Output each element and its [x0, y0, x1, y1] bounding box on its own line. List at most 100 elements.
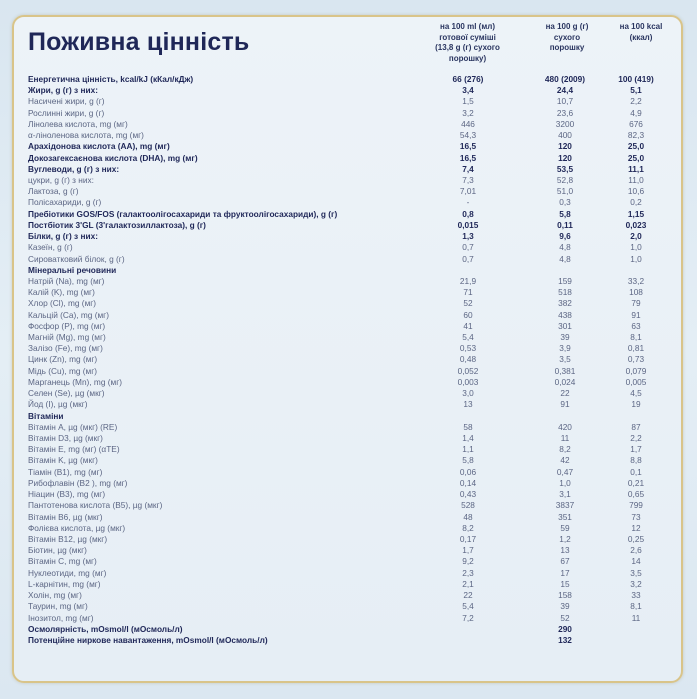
table-row: Докозагексаєнова кислота (DHA), mg (мг) 1…	[28, 153, 668, 164]
row-value-col3: 8,8	[630, 455, 642, 466]
row-value-col2: 290	[558, 623, 572, 634]
table-row: Сироватковий білок, g (г) 0,7 4,8 1,0	[28, 254, 668, 265]
row-value-col1: 5,4	[462, 601, 474, 612]
table-row: Селен (Se), µg (мкг) 3,0 22 4,5	[28, 388, 668, 399]
row-label: Арахідонова кислота (AA), mg (мг)	[28, 141, 170, 152]
row-value-col1: 2,3	[462, 567, 474, 578]
table-row: Біотин, µg (мкг) 1,7 13 2,6	[28, 545, 668, 556]
page-title: Поживна цінність	[28, 28, 250, 56]
table-row: Жири, g (г) з них: 3,4 24,4 5,1	[28, 85, 668, 96]
row-value-col3: 11,1	[628, 163, 644, 174]
row-value-col3: 1,7	[630, 444, 642, 455]
row-value-col3: 1,0	[630, 242, 642, 253]
row-label: Йод (I), µg (мкг)	[28, 399, 88, 410]
row-value-col3: 25,0	[627, 141, 645, 152]
row-value-col3: 91	[631, 309, 641, 320]
row-value-col1: 71	[463, 287, 473, 298]
row-value-col2: 420	[558, 421, 572, 432]
row-value-col1: 0,43	[459, 489, 477, 500]
table-row: Енергетична цінність, kcal/kJ (кКал/кДж)…	[28, 74, 668, 85]
table-row: Фосфор (P), mg (мг) 41 301 63	[28, 321, 668, 332]
table-row: Цинк (Zn), mg (мг) 0,48 3,5 0,73	[28, 354, 668, 365]
row-value-col1: 8,2	[462, 522, 474, 533]
row-label: Вітамін K, µg (мкг)	[28, 455, 98, 466]
row-value-col3: 33	[631, 590, 641, 601]
row-value-col1: 54,3	[459, 130, 477, 141]
row-value-col3: 0,25	[627, 533, 645, 544]
row-value-col2: 4,8	[559, 253, 571, 264]
row-label: Вітамін C, mg (мг)	[28, 556, 97, 567]
row-value-col1: 1,1	[462, 444, 474, 455]
row-value-col2: 480 (2009)	[544, 74, 586, 84]
row-value-col2: 518	[558, 287, 572, 298]
table-row: Потенційне ниркове навантаження, mOsmol/…	[28, 635, 668, 646]
table-row: Насичені жири, g (г) 1,5 10,7 2,2	[28, 96, 668, 107]
row-value-col3: 0,005	[625, 376, 647, 387]
row-label: Вітамін B6, µg (мкг)	[28, 511, 103, 522]
row-label: Пантотенова кислота (B5), µg (мкг)	[28, 500, 163, 511]
row-value-col3: 5,1	[630, 85, 642, 96]
row-label: Рибофлавін (B2 ), mg (мг)	[28, 477, 128, 488]
row-value-col1: 22	[463, 590, 473, 601]
row-value-col2: 0,024	[554, 376, 576, 387]
row-value-col1: 13	[463, 399, 473, 410]
table-row: Ніацин (B3), mg (мг) 0,43 3,1 0,65	[28, 489, 668, 500]
row-label: Холін, mg (мг)	[28, 590, 82, 601]
row-value-col2: 17	[560, 567, 570, 578]
row-value-col2: 301	[558, 320, 572, 331]
row-value-col2: 10,7	[556, 96, 574, 107]
row-value-col2: 120	[558, 141, 572, 152]
row-value-col1: 48	[463, 511, 473, 522]
row-value-col3: 3,5	[630, 567, 642, 578]
row-value-col2: 42	[560, 455, 570, 466]
row-value-col3: 0,65	[627, 489, 645, 500]
table-row: Постбіотик 3'GL (3'галактозиллактоза), g…	[28, 220, 668, 231]
row-label: Постбіотик 3'GL (3'галактозиллактоза), g…	[28, 219, 206, 230]
row-label: Мідь (Cu), mg (мг)	[28, 365, 98, 376]
row-value-col2: 1,0	[559, 477, 571, 488]
row-label: Натрій (Na), mg (мг)	[28, 275, 105, 286]
row-label: L-карнітин, mg (мг)	[28, 578, 101, 589]
row-label: Магній (Mg), mg (мг)	[28, 332, 106, 343]
row-value-col3: 100 (419)	[618, 74, 654, 84]
row-value-col3: 19	[631, 399, 641, 410]
section-header-row: Мінеральні речовини	[28, 265, 668, 276]
row-value-col2: 51,0	[556, 186, 574, 197]
row-value-col2: 5,8	[559, 208, 571, 219]
table-row: Магній (Mg), mg (мг) 5,4 39 8,1	[28, 332, 668, 343]
row-value-col2: 67	[560, 556, 570, 567]
row-value-col1: 0,48	[459, 354, 477, 365]
row-label: Осмолярність, mOsmol/l (мОсмоль/л)	[28, 623, 183, 634]
row-label: Залізо (Fe), mg (мг)	[28, 343, 103, 354]
row-value-col3: 11	[631, 612, 641, 623]
row-label: α-ліноленова кислота, mg (мг)	[28, 130, 144, 141]
row-value-col1: 0,14	[459, 477, 477, 488]
row-value-col3: 33,2	[627, 275, 645, 286]
row-value-col3: 82,3	[627, 130, 645, 141]
table-row: Інозитол, mg (мг) 7,2 52 11	[28, 613, 668, 624]
table-row: Залізо (Fe), mg (мг) 0,53 3,9 0,81	[28, 343, 668, 354]
row-label: Вуглеводи, g (г) з них:	[28, 163, 120, 174]
row-value-col1: 5,8	[462, 455, 474, 466]
table-row: Мідь (Cu), mg (мг) 0,052 0,381 0,079	[28, 366, 668, 377]
table-row: Вітамін B12, µg (мкг) 0,17 1,2 0,25	[28, 534, 668, 545]
table-row: цукри, g (г) з них: 7,3 52,8 11,0	[28, 175, 668, 186]
table-row: Арахідонова кислота (AA), mg (мг) 16,5 120…	[28, 141, 668, 152]
table-row: Вітамін E, mg (мг) (αTE) 1,1 8,2 1,7	[28, 444, 668, 455]
row-value-col1: 0,003	[457, 376, 479, 387]
row-label: Інозитол, mg (мг)	[28, 612, 94, 623]
row-value-col3: 0,21	[627, 477, 645, 488]
row-value-col2: 3,5	[559, 354, 571, 365]
row-label: Нуклеотиди, mg (мг)	[28, 567, 107, 578]
row-value-col1: 41	[463, 320, 473, 331]
row-value-col3: 4,9	[630, 107, 642, 118]
nutrition-table: Енергетична цінність, kcal/kJ (кКал/кДж)…	[28, 74, 668, 646]
row-value-col2: 4,8	[559, 242, 571, 253]
row-value-col2: 159	[558, 275, 572, 286]
row-value-col1: 0,015	[457, 219, 479, 230]
row-value-col1: 58	[463, 421, 473, 432]
table-row: Осмолярність, mOsmol/l (мОсмоль/л) 290	[28, 624, 668, 635]
row-value-col3: 4,5	[630, 388, 642, 399]
row-value-col2: 0,11	[557, 219, 573, 230]
row-value-col2: 11	[560, 433, 570, 443]
